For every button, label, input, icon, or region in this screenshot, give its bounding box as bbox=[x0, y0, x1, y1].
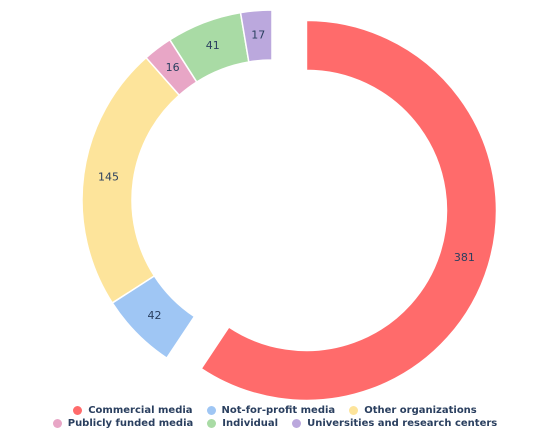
legend-item: Commercial media bbox=[73, 405, 193, 416]
legend-marker bbox=[292, 419, 302, 428]
slice-label: 42 bbox=[147, 309, 161, 322]
slice-label: 16 bbox=[166, 61, 180, 74]
slice-label: 145 bbox=[98, 170, 119, 183]
legend-item: Universities and research centers bbox=[292, 418, 497, 429]
legend: Commercial media Not-for-profit media Othe… bbox=[0, 405, 550, 429]
legend-label: Other organizations bbox=[364, 405, 477, 416]
slice-label: 381 bbox=[454, 251, 475, 264]
legend-label: Commercial media bbox=[88, 405, 193, 416]
legend-marker bbox=[207, 419, 217, 428]
legend-marker bbox=[52, 419, 62, 428]
donut-slice bbox=[200, 19, 498, 402]
legend-item: Other organizations bbox=[349, 405, 477, 416]
donut-slice bbox=[81, 56, 181, 304]
slice-label: 41 bbox=[206, 39, 220, 52]
donut-slice bbox=[239, 9, 273, 63]
slice-label: 17 bbox=[251, 29, 265, 42]
chart: 381 42 145 16 41 17 bbox=[81, 9, 498, 402]
legend-item: Not-for-profit media bbox=[206, 405, 336, 416]
legend-marker bbox=[349, 406, 359, 415]
legend-label: Individual bbox=[222, 418, 279, 429]
legend-item: Publicly funded media bbox=[52, 418, 194, 429]
legend-label: Publicly funded media bbox=[67, 418, 194, 429]
legend-marker bbox=[73, 406, 83, 415]
legend-label: Not-for-profit media bbox=[221, 405, 336, 416]
legend-label: Universities and research centers bbox=[307, 418, 498, 429]
legend-item: Individual bbox=[207, 418, 278, 429]
legend-marker bbox=[206, 406, 216, 415]
